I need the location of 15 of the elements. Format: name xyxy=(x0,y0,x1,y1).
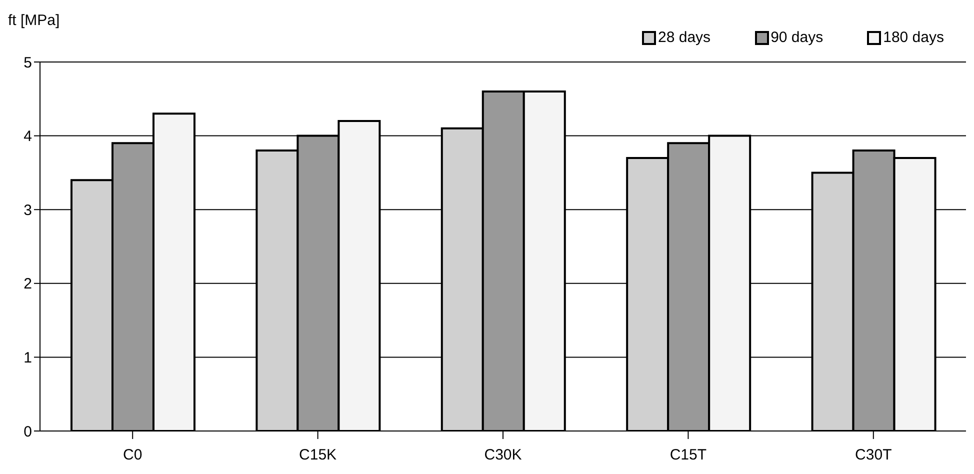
legend-label: 28 days xyxy=(658,29,711,46)
x-tick-label: C15K xyxy=(299,446,337,464)
x-tick-label: C30T xyxy=(855,446,892,464)
y-tick-label: 0 xyxy=(24,423,32,440)
y-tick-label: 4 xyxy=(24,128,32,146)
legend-label: 90 days xyxy=(770,29,824,46)
y-tick-label: 5 xyxy=(24,54,32,72)
x-tick-label: C15T xyxy=(670,446,707,464)
y-tick-label: 3 xyxy=(24,202,32,219)
x-tick-label: C30K xyxy=(484,446,522,464)
y-tick-label: 2 xyxy=(24,276,32,293)
y-tick-label: 1 xyxy=(24,350,32,367)
legend-label: 180 days xyxy=(883,29,944,46)
x-tick-label: C0 xyxy=(123,446,142,464)
y-axis-title: ft [MPa] xyxy=(8,12,60,29)
